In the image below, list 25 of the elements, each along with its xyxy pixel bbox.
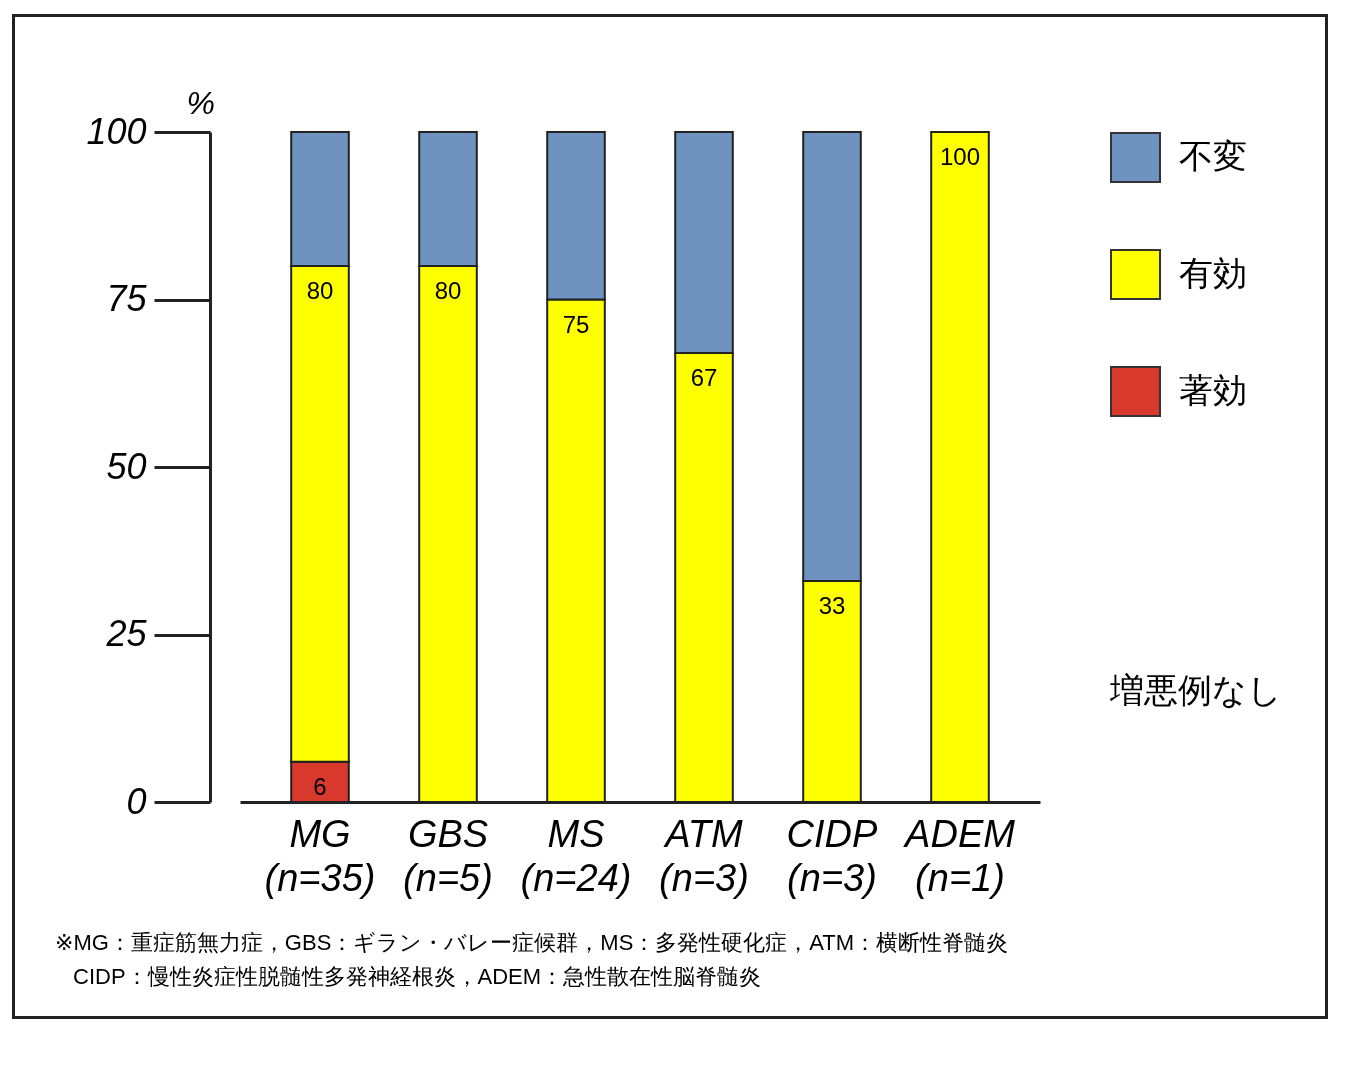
legend-label: 有効 <box>1179 253 1247 292</box>
legend-label: 著効 <box>1179 370 1247 409</box>
x-tick-label: MG (n=35) <box>264 812 376 899</box>
annotation: 33 <box>818 591 846 619</box>
x-tick-label: ATM (n=3) <box>659 812 749 899</box>
y-axis-title: % <box>186 84 215 121</box>
x-tick-label: GBS (n=5) <box>403 812 493 899</box>
text: 増悪例なし <box>1109 671 1282 709</box>
y-tick-label: 25 <box>105 613 148 654</box>
y-tick-label: 0 <box>126 780 147 822</box>
annotation: 75 <box>562 310 590 338</box>
annotation: 100 <box>939 143 981 170</box>
y-tick-label: 100 <box>86 110 147 152</box>
text: CIDP：慢性炎症性脱髄性多発神経根炎，ADEM：急性散在性脳脊髄炎 <box>73 963 763 991</box>
x-tick-label: ADEM (n=1) <box>903 812 1016 899</box>
text: ※MG：重症筋無力症，GBS：ギラン・バレー症候群，MS：多発性硬化症，ATM：横断性脊髄炎 <box>55 929 1010 957</box>
legend-label: 不変 <box>1179 136 1247 175</box>
x-tick-label: CIDP (n=3) <box>786 812 879 899</box>
annotation: 80 <box>434 277 462 304</box>
x-tick-label: MS (n=24) <box>520 812 632 899</box>
annotation: 6 <box>313 772 327 800</box>
y-tick-label: 75 <box>106 278 148 319</box>
annotation: 80 <box>306 277 334 304</box>
annotation: 67 <box>690 364 718 392</box>
y-tick-label: 50 <box>106 445 147 487</box>
